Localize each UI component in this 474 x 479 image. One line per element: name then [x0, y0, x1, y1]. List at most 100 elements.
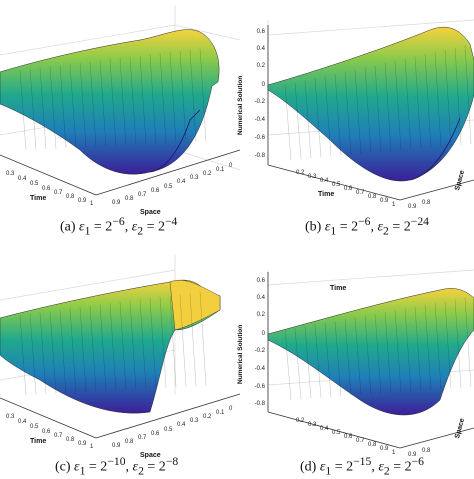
mesh-line [464, 297, 472, 388]
tick-label: -0.6 [255, 135, 266, 141]
panel-a-surface [0, 29, 220, 175]
tick-label: 0.6 [257, 29, 266, 35]
panel-b-time-ticks: 0.2 0.3 0.4 0.5 0.6 0.7 0.8 0.9 1 [296, 170, 396, 208]
tick-label: 0.9 [408, 452, 417, 458]
caption-b: (b) ε1 = 2−6, ε2 = 2−24 [305, 215, 429, 238]
panel-d-space-ticks: 0.9 0.8 [408, 448, 431, 458]
mesh-line [149, 298, 157, 389]
tick-label: 0 [229, 163, 233, 169]
mesh-line [79, 307, 87, 392]
mesh-line [394, 60, 402, 151]
panel-c-space-label: Space [140, 452, 161, 459]
tick-label: 0.4 [177, 179, 186, 185]
mesh-line [99, 60, 107, 147]
tick-label: 0.9 [112, 443, 121, 449]
tick-label: 1 [392, 450, 396, 456]
tick-label: 0.6 [42, 429, 51, 435]
tick-label: 0.9 [78, 441, 87, 447]
mesh-line [424, 54, 432, 148]
panel-b: 0.6 0.4 0.2 0 -0.2 -0.4 -0.6 -0.8 Numeri… [237, 19, 474, 210]
tick-label: 0.4 [18, 419, 27, 425]
panel-a-space-ticks: 0.9 0.8 0.7 0.6 0.5 0.4 0.3 0.2 0.1 0 [112, 163, 233, 206]
tick-label: 0.2 [296, 418, 305, 424]
tick-label: 0.3 [308, 174, 317, 180]
tick-label: 0.1 [216, 410, 225, 416]
mesh-line [179, 50, 187, 143]
mesh-line [159, 53, 167, 144]
mesh-line [324, 322, 332, 398]
panel-b-space-label: Space [454, 170, 466, 192]
panel-b-space-ticks: 0.9 0.8 [408, 200, 431, 210]
mesh-line [129, 56, 137, 145]
mesh-line [444, 49, 452, 146]
mesh-line [394, 310, 402, 393]
panel-c-plateau [169, 280, 221, 331]
tick-label: 0.2 [257, 312, 266, 318]
panel-c-axes [0, 393, 241, 439]
tick-label: 0.4 [177, 422, 186, 428]
mesh-line [384, 311, 392, 393]
panel-d-surface [267, 288, 474, 416]
panel-c-space-ticks: 0.9 0.8 0.7 0.6 0.5 0.4 0.3 0.2 0.1 0 [112, 406, 233, 449]
mesh-line [79, 62, 87, 148]
mesh-line [49, 311, 57, 394]
mesh-line [404, 58, 412, 150]
tick-label: 0.1 [216, 167, 225, 173]
mesh-line [304, 326, 312, 399]
mesh-line [314, 324, 322, 398]
mesh-line [354, 317, 362, 395]
panel-c-time-label: Time [30, 438, 46, 445]
tick-label: 0.8 [66, 437, 75, 443]
tick-label: 0.9 [408, 204, 417, 210]
mesh-line [159, 296, 167, 388]
tick-label: 1 [90, 201, 94, 207]
tick-label: 0.7 [54, 190, 63, 196]
mesh-line [374, 313, 382, 394]
tick-label: 0.4 [18, 176, 27, 182]
tick-label: -0.2 [255, 99, 266, 105]
mesh-line [19, 69, 27, 151]
mesh-line [434, 51, 442, 147]
panel-c-mesh [19, 291, 207, 396]
tick-label: 0.5 [30, 424, 39, 430]
tick-label: 0.3 [190, 175, 199, 181]
tick-label: 0.2 [203, 171, 212, 177]
mesh-line [29, 313, 37, 395]
tick-label: 0.8 [422, 448, 431, 454]
mesh-line [344, 319, 352, 396]
mesh-line [119, 57, 127, 146]
mesh-line [189, 49, 197, 142]
mesh-line [169, 51, 177, 143]
tick-label: 0.9 [380, 198, 389, 204]
tick-label: -0.4 [255, 366, 266, 372]
mesh-line [139, 299, 147, 389]
mesh-line [59, 309, 67, 393]
tick-label: 0.6 [257, 278, 266, 284]
panel-c: 0.3 0.4 0.5 0.6 0.7 0.8 0.9 1 0.9 0.8 0.… [0, 255, 241, 459]
panel-d-zlabel: Numerical Solution [237, 325, 244, 384]
tick-label: 0.3 [6, 414, 15, 420]
mesh-line [374, 65, 382, 153]
tick-label: 1 [392, 202, 396, 208]
tick-label: -0.4 [255, 117, 266, 123]
mesh-line [59, 65, 67, 149]
mesh-line [179, 294, 187, 387]
panel-a-time-ticks: 0.3 0.4 0.5 0.6 0.7 0.8 0.9 1 [6, 171, 94, 207]
mesh-line [49, 66, 57, 149]
tick-label: 0 [229, 406, 233, 412]
mesh-line [334, 73, 342, 156]
tick-label: 0.4 [257, 295, 266, 301]
mesh-line [39, 312, 47, 394]
panel-d-time-ticks: 0.2 0.3 0.4 0.5 0.6 0.7 0.8 0.9 1 [296, 418, 396, 456]
mesh-line [19, 314, 27, 396]
tick-label: 0.8 [368, 194, 377, 200]
mesh-line [364, 315, 372, 395]
tick-label: 0.8 [125, 439, 134, 445]
mesh-line [139, 55, 147, 145]
panel-b-axes [267, 164, 474, 201]
tick-label: 0.7 [138, 192, 147, 198]
tick-label: 0.6 [344, 434, 353, 440]
panel-b-time-label: Time [318, 191, 334, 198]
